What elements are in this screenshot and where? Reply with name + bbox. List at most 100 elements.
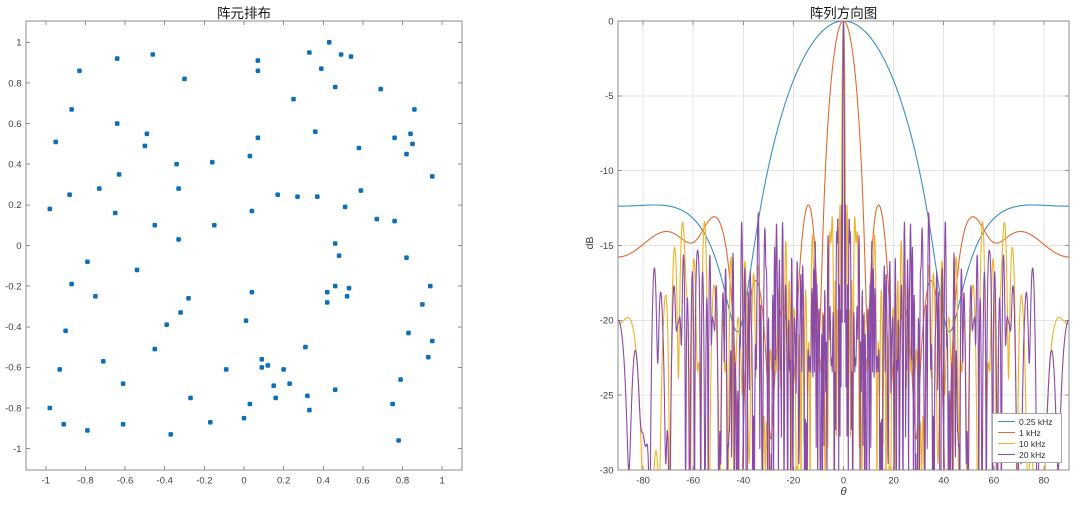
legend-item-3: 20 kHz <box>998 449 1061 460</box>
array-element-marker <box>295 194 300 199</box>
series-line-0.25-kHz <box>618 21 1069 333</box>
array-element-marker <box>319 66 324 71</box>
y-tick-label: -0.8 <box>5 403 21 414</box>
legend-line-sample <box>998 432 1015 433</box>
array-element-marker <box>346 285 352 291</box>
legend-item-label: 10 kHz <box>1019 438 1046 449</box>
array-element-marker <box>249 289 255 295</box>
array-element-marker <box>223 367 229 372</box>
array-element-marker <box>342 204 348 210</box>
array-element-marker <box>324 300 330 305</box>
axes-box <box>25 20 463 471</box>
array-element-marker <box>326 40 332 45</box>
array-element-marker <box>134 267 140 273</box>
array-element-marker <box>120 422 126 427</box>
left-chart-title: 阵元排布 <box>217 6 271 21</box>
array-element-marker <box>142 143 148 149</box>
array-element-marker <box>243 318 249 323</box>
array-element-marker <box>69 107 74 112</box>
y-tick-label: -20 <box>600 316 614 327</box>
array-element-marker <box>168 432 173 437</box>
array-element-marker <box>63 328 68 334</box>
array-element-marker <box>47 206 53 212</box>
y-tick-label: -0.4 <box>5 322 21 333</box>
array-element-marker <box>178 310 183 315</box>
pattern-curves <box>618 21 1069 470</box>
array-element-marker <box>281 367 286 372</box>
legend-item-label: 1 kHz <box>1019 427 1041 438</box>
y-tick-label: 1 <box>16 38 21 49</box>
array-element-marker <box>150 52 156 57</box>
legend-line-sample <box>998 443 1015 444</box>
series-line-20-kHz <box>618 21 1069 470</box>
array-element-marker <box>144 131 150 137</box>
y-tick-label: 0.6 <box>8 119 21 130</box>
array-element-marker <box>69 281 74 287</box>
array-element-marker <box>305 393 310 399</box>
x-axis-label-theta: θ <box>840 486 847 498</box>
array-element-marker <box>287 381 292 386</box>
x-tick-label: -0.6 <box>117 476 133 487</box>
x-tick-label: -40 <box>736 476 750 487</box>
array-element-marker <box>303 344 308 350</box>
array-element-marker <box>332 387 338 392</box>
array-element-marker <box>97 186 102 191</box>
y-tick-label: 0 <box>16 241 21 252</box>
array-element-marker <box>77 68 82 74</box>
array-element-marker <box>116 172 122 177</box>
y-tick-label: -1 <box>13 444 21 455</box>
x-tick-label: 20 <box>888 476 899 487</box>
array-element-marker <box>176 186 181 191</box>
array-element-marker <box>93 294 98 299</box>
array-element-marker <box>247 401 253 407</box>
x-tick-label: -80 <box>636 476 650 487</box>
array-element-marker <box>112 210 118 216</box>
array-element-marker <box>247 153 253 159</box>
array-element-marker <box>188 395 193 401</box>
y-tick-label: 0 <box>608 16 613 27</box>
array-element-marker <box>324 289 330 295</box>
x-tick-label: 40 <box>938 476 949 487</box>
array-element-marker <box>392 135 397 141</box>
array-element-marker <box>392 218 397 224</box>
array-element-marker <box>212 222 217 228</box>
y-axis-label-db: dB <box>584 236 596 250</box>
x-tick-label: 80 <box>1039 476 1050 487</box>
legend-item-0: 0.25 kHz <box>998 416 1061 427</box>
x-tick-label: -60 <box>686 476 700 487</box>
x-tick-label: 1 <box>440 476 445 487</box>
array-element-marker <box>428 283 433 289</box>
x-tick-label: -0.4 <box>157 476 173 487</box>
array-element-marker <box>259 365 265 370</box>
y-tick-label: 0.4 <box>8 160 21 171</box>
legend-line-sample <box>998 421 1015 422</box>
array-element-marker <box>114 121 120 126</box>
legend-item-1: 1 kHz <box>998 427 1061 438</box>
array-element-marker <box>410 141 415 147</box>
array-element-marker <box>406 330 411 336</box>
y-tick-label: -0.6 <box>5 363 21 374</box>
array-element-marker <box>255 58 261 63</box>
array-element-marker <box>332 283 338 289</box>
array-element-marker <box>430 174 435 179</box>
array-element-marker <box>338 52 344 57</box>
series-line-1-kHz <box>618 21 1069 470</box>
axes: -1 -0.8 -0.6 -0.4 -0.2 0 0.2 0.4 0.6 0.8 1 -1 -0.8 -0… <box>5 20 463 487</box>
array-element-marker <box>101 359 106 364</box>
array-element-marker <box>307 50 312 55</box>
array-element-marker <box>344 294 350 299</box>
array-element-marker <box>114 56 120 61</box>
x-tick-label: 0 <box>241 476 246 487</box>
array-element-marker <box>275 192 280 197</box>
x-tick-label: 0.8 <box>396 476 409 487</box>
legend-item-2: 10 kHz <box>998 438 1061 449</box>
array-element-marker <box>61 422 66 427</box>
array-element-marker <box>356 145 362 151</box>
y-tick-label: -0.2 <box>5 281 21 292</box>
array-element-marker <box>313 129 318 134</box>
x-tick-label: 0.6 <box>356 476 369 487</box>
array-element-marker <box>265 363 271 368</box>
scatter-plot: -1 -0.8 -0.6 -0.4 -0.2 0 0.2 0.4 0.6 0.8 1 -1 -0.8 -0… <box>5 20 463 487</box>
array-element-marker <box>259 357 265 362</box>
